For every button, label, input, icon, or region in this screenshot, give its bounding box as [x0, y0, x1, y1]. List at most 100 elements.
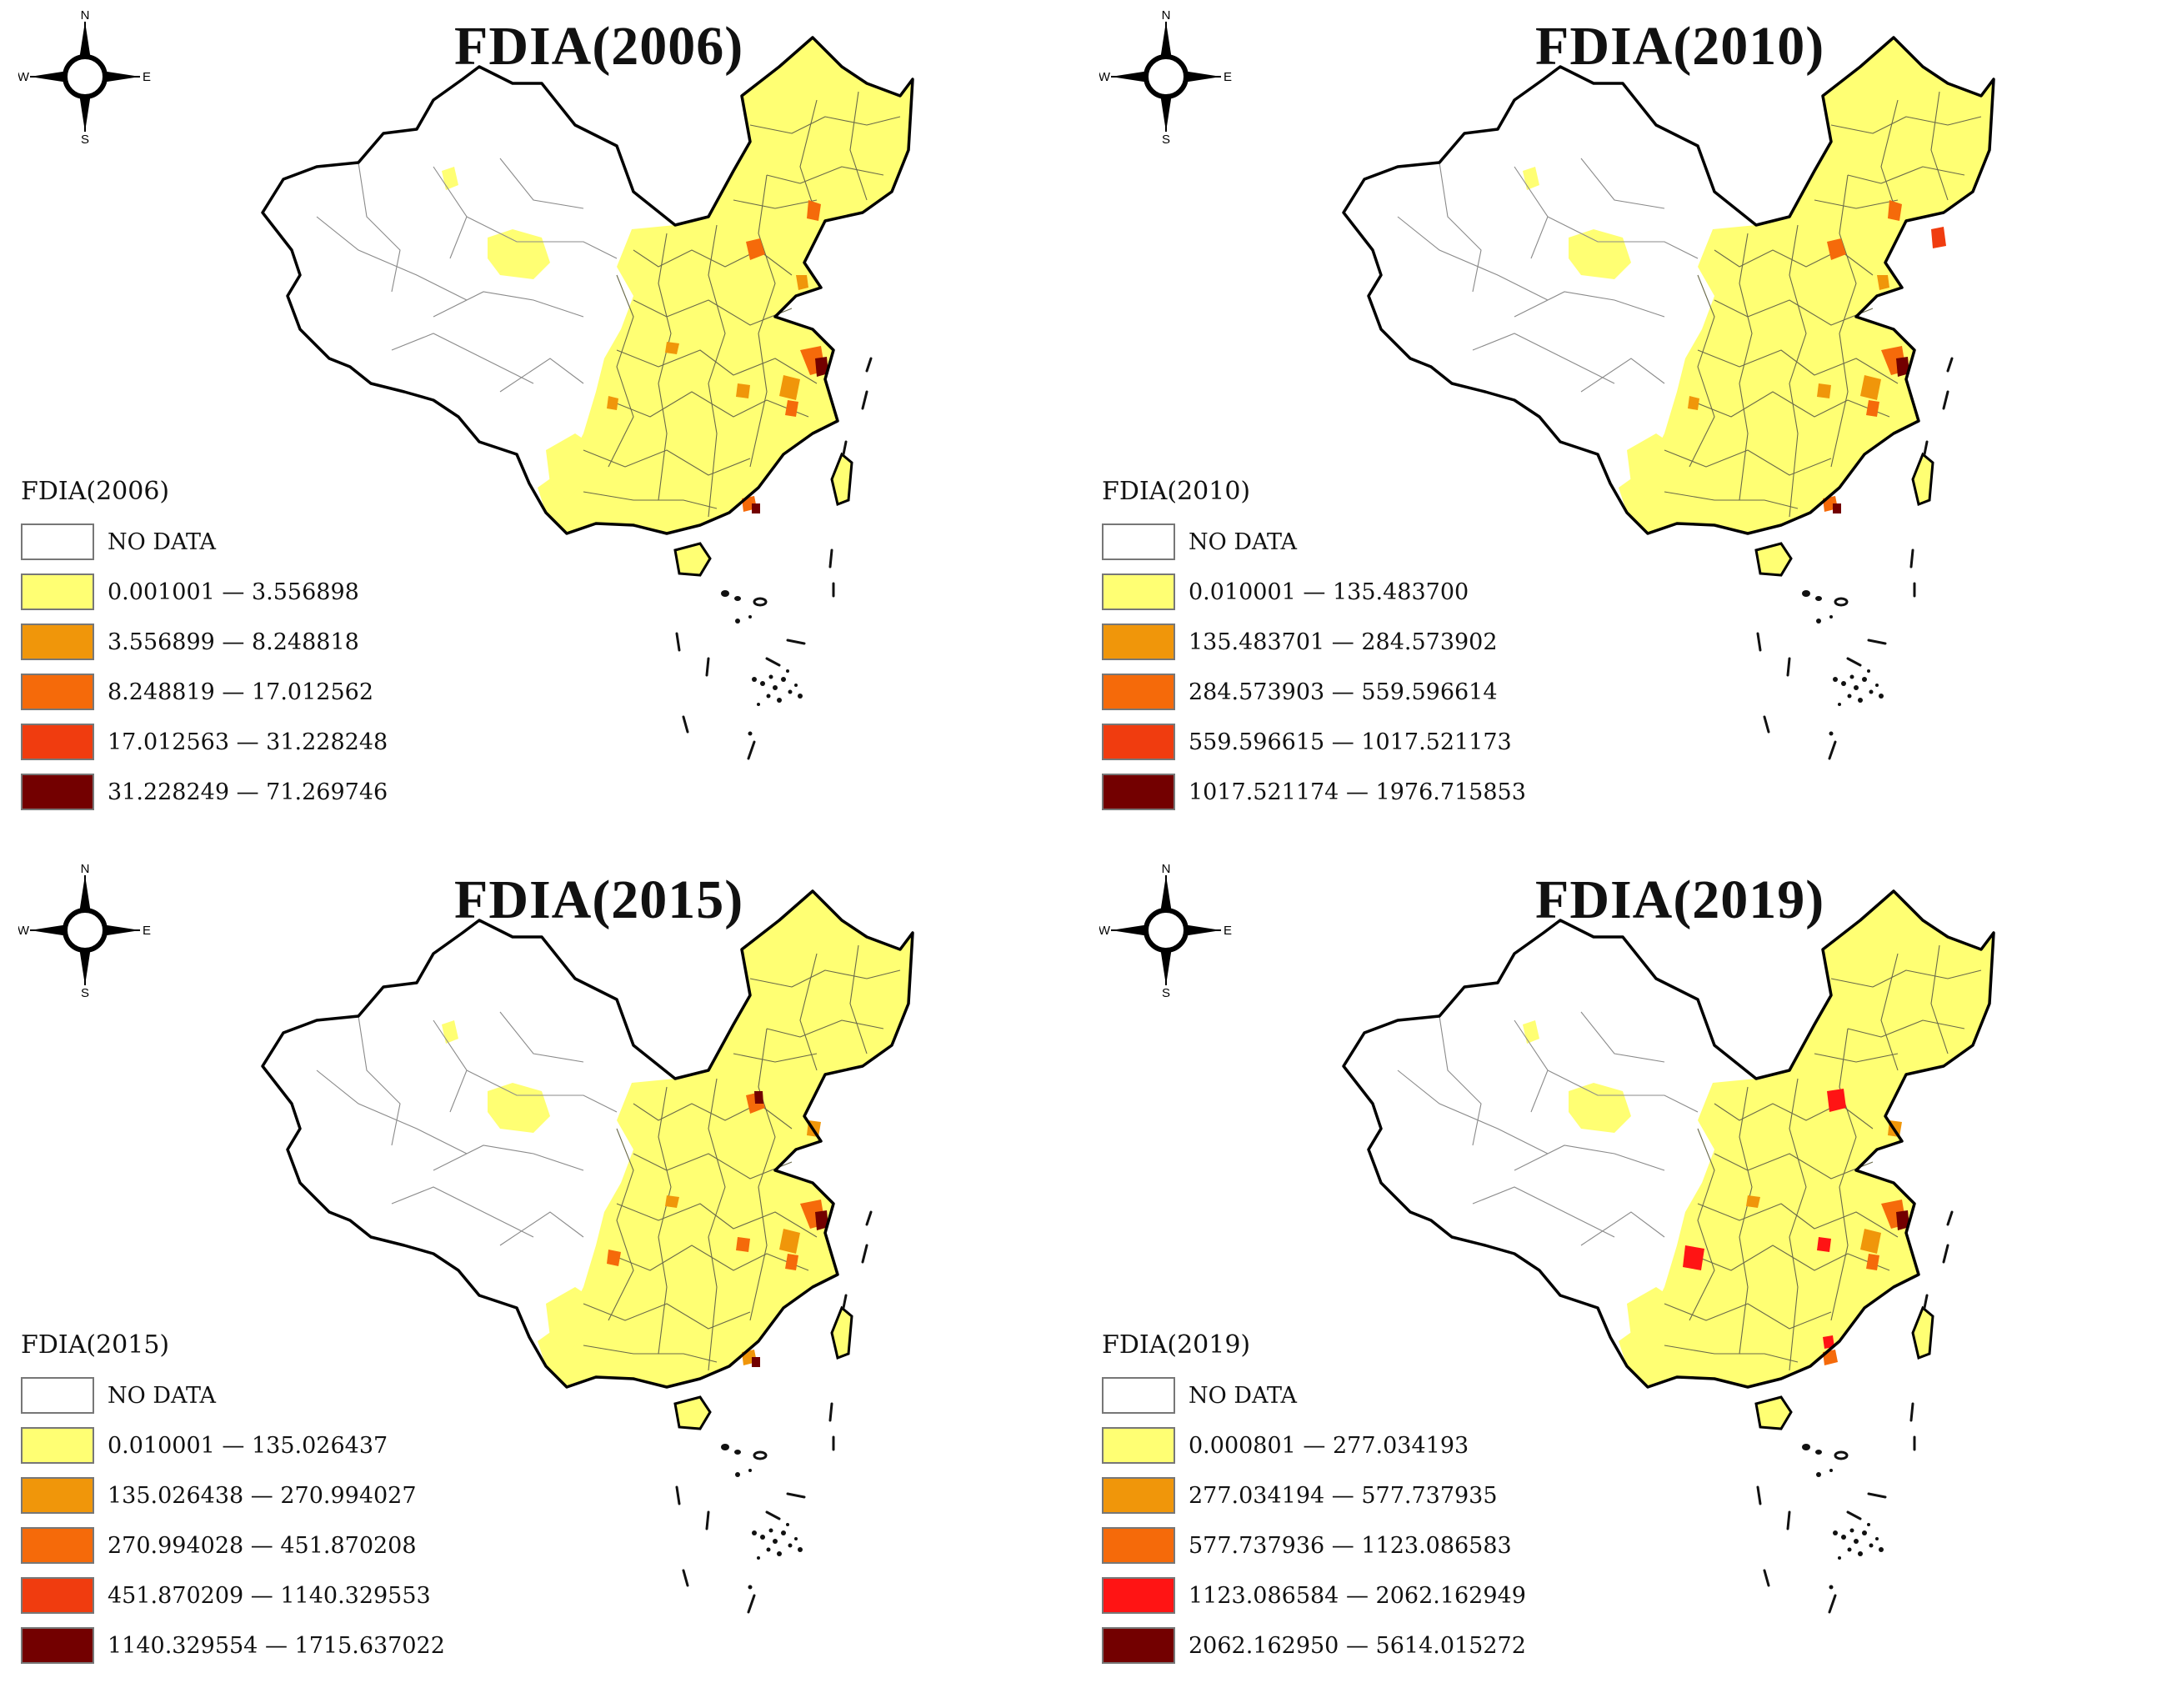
map-panel-2010: FDIA(2010) N S W E FDIA(2010) NO DATA 0.… [1081, 0, 2162, 854]
compass-east-label: E [143, 924, 151, 938]
compass-west-label: W [1099, 924, 1111, 938]
legend-label: 1017.521174 — 1976.715853 [1189, 779, 1526, 805]
map-panel-2006: FDIA(2006) N S W E FDIA(2006) NO DATA 0.… [0, 0, 1081, 854]
legend-swatch [1102, 1427, 1175, 1464]
legend-item: 2062.162950 — 5614.015272 [1102, 1620, 1526, 1670]
legend-label: 31.228249 — 71.269746 [108, 779, 388, 805]
legend-label: 559.596615 — 1017.521173 [1189, 729, 1512, 755]
legend-swatch [21, 1527, 94, 1564]
legend-item: 451.870209 — 1140.329553 [21, 1570, 445, 1620]
legend-label: 2062.162950 — 5614.015272 [1189, 1632, 1526, 1659]
compass-south-label: S [1162, 133, 1170, 143]
legend-swatch [1102, 1627, 1175, 1664]
compass-south-label: S [81, 986, 89, 997]
legend-item: NO DATA [21, 1370, 445, 1420]
legend-label: 277.034194 — 577.737935 [1189, 1482, 1498, 1509]
legend-item: 1140.329554 — 1715.637022 [21, 1620, 445, 1670]
legend-item: NO DATA [1102, 1370, 1526, 1420]
legend: FDIA(2010) NO DATA 0.010001 — 135.483700… [1102, 475, 1526, 817]
legend-label: 270.994028 — 451.870208 [108, 1532, 417, 1559]
north-arrow-compass-icon: N S W E [18, 10, 151, 143]
legend-label: NO DATA [1189, 1382, 1298, 1409]
north-arrow-compass-icon: N S W E [1099, 864, 1232, 997]
legend-label: 17.012563 — 31.228248 [108, 729, 388, 755]
legend-swatch [21, 1627, 94, 1664]
legend-item: 0.001001 — 3.556898 [21, 567, 388, 617]
legend-title: FDIA(2015) [21, 1330, 170, 1360]
legend-swatch [21, 1377, 94, 1414]
legend-item: 284.573903 — 559.596614 [1102, 667, 1526, 717]
legend-label: 135.483701 — 284.573902 [1189, 629, 1498, 655]
legend-label: 577.737936 — 1123.086583 [1189, 1532, 1512, 1559]
legend-item: 270.994028 — 451.870208 [21, 1520, 445, 1570]
legend-item: NO DATA [1102, 517, 1526, 567]
china-choropleth-map [1342, 889, 1995, 1614]
legend-item: 8.248819 — 17.012562 [21, 667, 388, 717]
compass-west-label: W [18, 924, 30, 938]
legend-label: 3.556899 — 8.248818 [108, 629, 359, 655]
legend-label: 135.026438 — 270.994027 [108, 1482, 417, 1509]
map-panel-2015: FDIA(2015) N S W E FDIA(2015) NO DATA 0.… [0, 854, 1081, 1707]
legend-label: 0.010001 — 135.026437 [108, 1432, 388, 1459]
map-panel-2019: FDIA(2019) N S W E FDIA(2019) NO DATA 0.… [1081, 854, 2162, 1707]
legend-item: 3.556899 — 8.248818 [21, 617, 388, 667]
legend-swatch [21, 1477, 94, 1514]
legend-item: 135.483701 — 284.573902 [1102, 617, 1526, 667]
legend-swatch [21, 774, 94, 810]
legend-label: 284.573903 — 559.596614 [1189, 679, 1498, 705]
compass-east-label: E [143, 70, 151, 84]
legend-swatch [21, 724, 94, 760]
legend-item: 0.010001 — 135.483700 [1102, 567, 1526, 617]
legend-item: 1123.086584 — 2062.162949 [1102, 1570, 1526, 1620]
legend-title: FDIA(2010) [1102, 477, 1251, 506]
compass-east-label: E [1224, 924, 1232, 938]
legend-swatch [21, 523, 94, 560]
legend-label: 1140.329554 — 1715.637022 [108, 1632, 445, 1659]
compass-north-label: N [81, 10, 90, 23]
compass-east-label: E [1224, 70, 1232, 84]
map-title: FDIA(2010) [1535, 16, 1825, 77]
north-arrow-compass-icon: N S W E [18, 864, 151, 997]
legend-item: 1017.521174 — 1976.715853 [1102, 767, 1526, 817]
legend-swatch [21, 574, 94, 610]
legend: FDIA(2006) NO DATA 0.001001 — 3.556898 3… [21, 475, 388, 817]
legend-label: NO DATA [1189, 528, 1298, 555]
legend-item: 31.228249 — 71.269746 [21, 767, 388, 817]
compass-north-label: N [81, 864, 90, 876]
legend-item: 0.010001 — 135.026437 [21, 1420, 445, 1470]
north-arrow-compass-icon: N S W E [1099, 10, 1232, 143]
legend-label: NO DATA [108, 1382, 217, 1409]
legend-swatch [1102, 1477, 1175, 1514]
compass-north-label: N [1162, 10, 1171, 23]
china-choropleth-map [261, 889, 914, 1614]
compass-north-label: N [1162, 864, 1171, 876]
legend-swatch [1102, 724, 1175, 760]
compass-south-label: S [1162, 986, 1170, 997]
legend-item: NO DATA [21, 517, 388, 567]
legend-swatch [1102, 523, 1175, 560]
china-choropleth-map [1342, 36, 1995, 760]
map-title: FDIA(2015) [454, 869, 744, 930]
compass-south-label: S [81, 133, 89, 143]
high-value-regions [607, 1091, 828, 1367]
legend-item: 277.034194 — 577.737935 [1102, 1470, 1526, 1520]
legend: FDIA(2015) NO DATA 0.010001 — 135.026437… [21, 1329, 445, 1670]
legend-title: FDIA(2006) [21, 477, 170, 506]
legend-label: 8.248819 — 17.012562 [108, 679, 374, 705]
legend-item: 577.737936 — 1123.086583 [1102, 1520, 1526, 1570]
legend-swatch [21, 624, 94, 660]
legend-swatch [1102, 574, 1175, 610]
legend-item: 0.000801 — 277.034193 [1102, 1420, 1526, 1470]
legend-swatch [21, 1577, 94, 1614]
compass-west-label: W [18, 70, 30, 84]
legend-swatch [1102, 1577, 1175, 1614]
legend-label: 0.010001 — 135.483700 [1189, 579, 1469, 605]
legend-item: 17.012563 — 31.228248 [21, 717, 388, 767]
legend-title: FDIA(2019) [1102, 1330, 1251, 1360]
map-title: FDIA(2006) [454, 16, 744, 77]
legend-label: 451.870209 — 1140.329553 [108, 1582, 431, 1609]
legend-swatch [1102, 1527, 1175, 1564]
legend-swatch [21, 674, 94, 710]
high-value-regions [607, 200, 828, 513]
legend-label: 0.000801 — 277.034193 [1189, 1432, 1469, 1459]
